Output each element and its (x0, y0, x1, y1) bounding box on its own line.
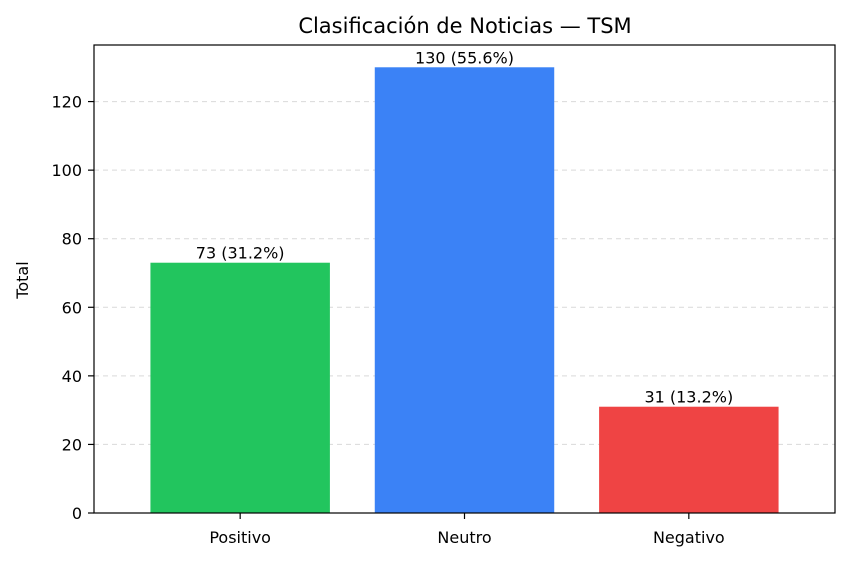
bar-positivo (150, 262, 330, 513)
data-labels: 73 (31.2%) 130 (55.6%) 31 (13.2%) (196, 48, 733, 406)
y-tick-label: 0 (72, 504, 82, 523)
y-axis-label: Total (13, 261, 32, 299)
data-label: 31 (13.2%) (644, 388, 733, 407)
x-axis-ticks: Positivo Neutro Negativo (209, 513, 725, 547)
y-tick-label: 100 (51, 161, 82, 180)
y-tick-label: 60 (62, 298, 82, 317)
x-tick-label: Positivo (209, 528, 271, 547)
chart-title: Clasificación de Noticias — TSM (298, 14, 631, 38)
y-axis-ticks: 0 20 40 60 80 100 120 (51, 93, 94, 523)
data-label: 73 (31.2%) (196, 244, 285, 263)
x-tick-label: Negativo (653, 528, 725, 547)
data-label: 130 (55.6%) (415, 48, 514, 67)
x-tick-label: Neutro (437, 528, 491, 547)
y-tick-label: 40 (62, 367, 82, 386)
y-tick-label: 20 (62, 435, 82, 454)
y-tick-label: 80 (62, 230, 82, 249)
y-tick-label: 120 (51, 93, 82, 112)
bars (150, 67, 779, 514)
bar-negativo (599, 406, 779, 513)
bar-neutro (374, 67, 555, 514)
